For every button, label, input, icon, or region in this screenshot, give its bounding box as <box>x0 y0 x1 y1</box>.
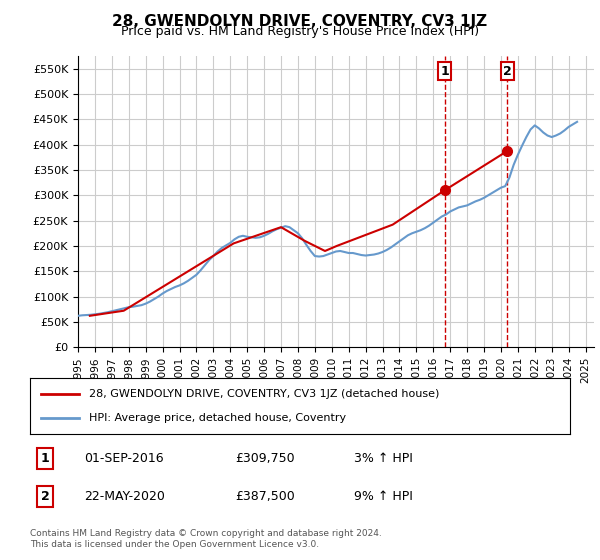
Text: Price paid vs. HM Land Registry's House Price Index (HPI): Price paid vs. HM Land Registry's House … <box>121 25 479 38</box>
Text: 3% ↑ HPI: 3% ↑ HPI <box>354 452 413 465</box>
Text: £387,500: £387,500 <box>235 490 295 503</box>
Text: 01-SEP-2016: 01-SEP-2016 <box>84 452 164 465</box>
Text: 9% ↑ HPI: 9% ↑ HPI <box>354 490 413 503</box>
Text: £309,750: £309,750 <box>235 452 295 465</box>
Text: 2: 2 <box>41 490 50 503</box>
Text: Contains HM Land Registry data © Crown copyright and database right 2024.
This d: Contains HM Land Registry data © Crown c… <box>30 529 382 549</box>
Text: 1: 1 <box>41 452 50 465</box>
Text: 22-MAY-2020: 22-MAY-2020 <box>84 490 165 503</box>
Text: 1: 1 <box>440 65 449 78</box>
Text: 2: 2 <box>503 65 512 78</box>
Text: HPI: Average price, detached house, Coventry: HPI: Average price, detached house, Cove… <box>89 413 347 423</box>
Text: 28, GWENDOLYN DRIVE, COVENTRY, CV3 1JZ (detached house): 28, GWENDOLYN DRIVE, COVENTRY, CV3 1JZ (… <box>89 389 440 399</box>
Text: 28, GWENDOLYN DRIVE, COVENTRY, CV3 1JZ: 28, GWENDOLYN DRIVE, COVENTRY, CV3 1JZ <box>112 14 488 29</box>
